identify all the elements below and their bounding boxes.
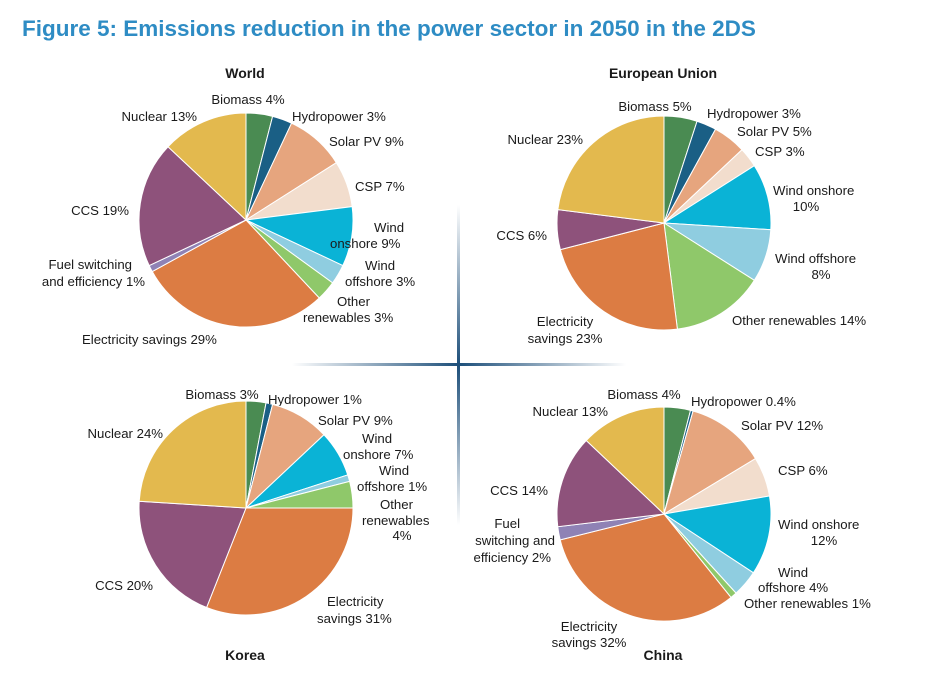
slice-label-world-electricity-savings: Electricity savings 29%	[82, 332, 217, 347]
slice-european-union-other-renewables	[663, 222, 756, 330]
slice-label-china-fuel-switching-and-efficiency: Fuel switching and efficiency 2%	[474, 516, 555, 565]
slice-label-china-solar-pv: Solar PV 12%	[741, 418, 823, 433]
slice-label-china-nuclear: Nuclear 13%	[533, 404, 609, 419]
slice-label-european-union-solar-pv: Solar PV 5%	[737, 124, 812, 139]
slice-label-china-other-renewables: Other renewables 1%	[744, 596, 871, 611]
pie-title-china: China	[644, 647, 683, 663]
slice-label-world-ccs: CCS 19%	[71, 203, 129, 218]
slice-label-korea-ccs: CCS 20%	[95, 578, 153, 593]
slice-world-ccs	[138, 146, 247, 267]
slice-china-solar-pv	[663, 410, 757, 516]
figure-title: Figure 5: Emissions reduction in the pow…	[22, 16, 756, 41]
slice-label-china-biomass: Biomass 4%	[607, 387, 681, 402]
slice-korea-electricity-savings	[205, 507, 354, 616]
slice-label-european-union-biomass: Biomass 5%	[618, 99, 692, 114]
slice-european-union-nuclear	[557, 115, 665, 224]
divider-vertical	[457, 205, 460, 525]
slice-label-china-wind-offshore: Wind offshore 4%	[758, 565, 828, 595]
slice-label-korea-biomass: Biomass 3%	[185, 387, 259, 402]
slice-label-korea-other-renewables: Other renewables 4%	[362, 497, 430, 543]
slice-label-world-solar-pv: Solar PV 9%	[329, 134, 404, 149]
pie-title-world: World	[225, 65, 264, 81]
slice-world-nuclear	[167, 112, 247, 222]
slice-label-world-csp: CSP 7%	[355, 179, 405, 194]
slice-label-korea-wind-offshore: Wind offshore 1%	[357, 463, 427, 494]
slice-label-korea-solar-pv: Solar PV 9%	[318, 413, 393, 428]
slice-label-china-ccs: CCS 14%	[490, 483, 548, 498]
slice-korea-nuclear	[138, 400, 247, 509]
slice-label-korea-electricity-savings: Electricity savings 31%	[317, 594, 392, 626]
slice-label-european-union-other-renewables: Other renewables 14%	[732, 313, 866, 328]
slice-label-china-wind-onshore: Wind onshore 12%	[778, 517, 859, 548]
pie-chart-korea: Korea Biomass 3% Hydropower 1% Solar PV 9% W…	[88, 387, 430, 663]
slice-label-world-wind-onshore: Wind onshore 9%	[330, 220, 404, 251]
slice-label-european-union-csp: CSP 3%	[755, 144, 805, 159]
pie-chart-european-union: European Union Biomass 5% Hydropower 3% Sol…	[496, 65, 866, 346]
slice-korea-ccs	[138, 500, 247, 609]
slice-label-european-union-nuclear: Nuclear 23%	[508, 132, 584, 147]
slice-label-world-other-renewables: Other renewables 3%	[303, 294, 393, 325]
slice-label-european-union-wind-offshore: Wind offshore 8%	[775, 251, 856, 282]
slice-label-european-union-hydropower: Hydropower 3%	[707, 106, 801, 121]
slice-label-korea-wind-onshore: Wind onshore 7%	[343, 431, 414, 462]
slice-label-world-fuel-switching-and-efficiency: Fuel switching and efficiency 1%	[42, 257, 145, 289]
slice-label-world-biomass: Biomass 4%	[211, 92, 285, 107]
slice-label-china-csp: CSP 6%	[778, 463, 828, 478]
slice-label-european-union-electricity-savings: Electricity savings 23%	[528, 314, 603, 346]
slice-label-world-nuclear: Nuclear 13%	[122, 109, 198, 124]
slice-china-electricity-savings	[559, 513, 732, 622]
slice-china-nuclear	[585, 406, 665, 516]
slice-label-world-wind-offshore: Wind offshore 3%	[345, 258, 415, 289]
pie-chart-world: World Biomass 4% Hydropower 3% Solar PV 9% C…	[42, 65, 416, 347]
pie-chart-china: China Biomass 4% Hydropower 0.4% Solar PV 1…	[474, 387, 872, 663]
pie-title-european-union: European Union	[609, 65, 717, 81]
slice-label-world-hydropower: Hydropower 3%	[292, 109, 386, 124]
slice-world-electricity-savings	[151, 219, 320, 328]
slice-label-european-union-wind-onshore: Wind onshore 10%	[773, 183, 854, 214]
slice-european-union-electricity-savings	[559, 222, 678, 331]
slice-china-wind-onshore	[662, 495, 772, 574]
slice-china-ccs	[556, 439, 666, 528]
slice-label-european-union-ccs: CCS 6%	[496, 228, 547, 243]
slice-label-korea-nuclear: Nuclear 24%	[88, 426, 164, 441]
slice-label-china-hydropower: Hydropower 0.4%	[691, 394, 796, 409]
slice-label-korea-hydropower: Hydropower 1%	[268, 392, 362, 407]
pie-title-korea: Korea	[225, 647, 265, 663]
slice-label-china-electricity-savings: Electricity savings 32%	[552, 619, 627, 650]
